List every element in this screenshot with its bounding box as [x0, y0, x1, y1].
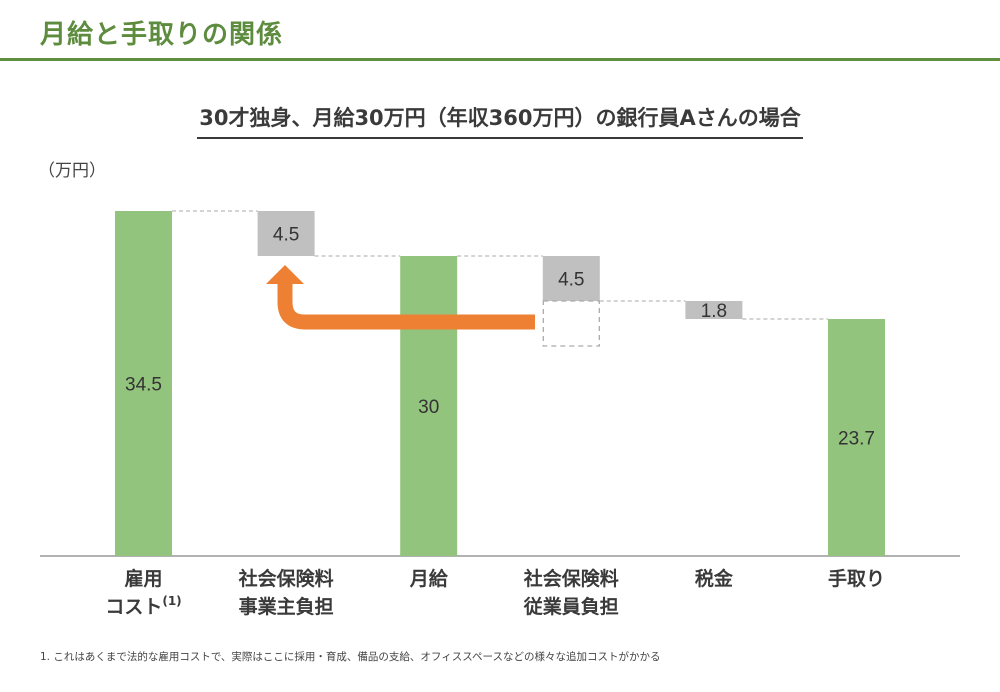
category-label-2: 月給	[409, 567, 449, 590]
y-axis-unit: （万円）	[38, 161, 106, 181]
data-label-3: 4.5	[558, 270, 584, 291]
chart-title-wrap: 30才独身、月給30万円（年収360万円）の銀行員Aさんの場合	[0, 102, 1000, 139]
bar-4	[685, 301, 743, 319]
data-label-4: 1.8	[701, 301, 727, 322]
data-label-1: 4.5	[273, 225, 299, 246]
category-label-0: 雇用	[124, 567, 162, 590]
footnote-marker: (1)	[162, 594, 181, 608]
data-label-2: 30	[418, 397, 439, 418]
category-label-4: 税金	[695, 567, 734, 590]
category-label-5: 手取り	[828, 567, 885, 590]
category-label-0: コスト(1)	[105, 594, 181, 618]
data-label-5: 23.7	[838, 429, 875, 450]
data-label-0: 34.5	[125, 375, 162, 396]
page-title: 月給と手取りの関係	[40, 20, 284, 50]
bar-3	[542, 256, 600, 301]
category-label-3: 従業員負担	[523, 595, 619, 618]
category-label-3: 社会保険料	[523, 567, 619, 590]
footnote: 1. これはあくまで法的な雇用コストで、実際はここに採用・育成、備品の支給、オフ…	[40, 651, 661, 663]
bar-1	[257, 211, 315, 256]
bar-5	[828, 319, 885, 556]
arrow-annotation	[277, 282, 535, 330]
category-label-1: 社会保険料	[238, 567, 334, 590]
chart-title: 30才独身、月給30万円（年収360万円）の銀行員Aさんの場合	[197, 102, 803, 139]
title-divider	[0, 58, 1000, 61]
bar-0	[115, 211, 172, 556]
bar-2	[400, 256, 458, 556]
arrow-head-icon	[266, 265, 304, 284]
dashed-placeholder-box	[542, 300, 600, 347]
category-label-1: 事業主負担	[239, 595, 334, 618]
